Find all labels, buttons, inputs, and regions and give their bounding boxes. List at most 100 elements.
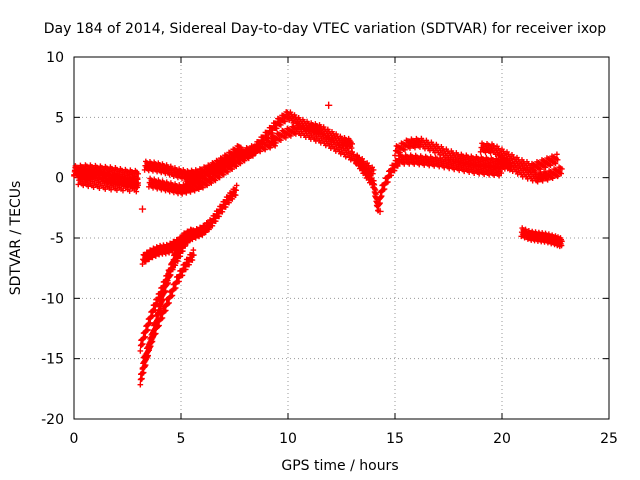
data-point bbox=[216, 174, 223, 181]
data-point bbox=[221, 171, 227, 178]
data-point bbox=[143, 258, 149, 265]
data-point bbox=[152, 331, 158, 338]
data-point bbox=[156, 322, 162, 329]
data-point bbox=[149, 338, 156, 345]
data-point bbox=[216, 213, 222, 220]
data-points bbox=[71, 101, 565, 388]
data-point bbox=[559, 166, 565, 172]
data-point bbox=[177, 253, 184, 260]
data-point bbox=[146, 256, 152, 263]
data-point bbox=[559, 238, 565, 245]
data-point bbox=[155, 301, 161, 308]
series-arc-descend-steep-3 bbox=[139, 247, 197, 372]
data-point bbox=[190, 247, 197, 253]
data-point bbox=[142, 334, 149, 340]
data-point bbox=[397, 149, 403, 156]
data-point bbox=[182, 266, 189, 273]
y-axis-ticks: -20 -15 -10 -5 0 5 10 bbox=[41, 50, 609, 428]
data-point bbox=[212, 170, 219, 176]
data-point bbox=[325, 101, 333, 109]
data-point bbox=[233, 182, 240, 189]
series-arc-morning-lower bbox=[182, 135, 278, 189]
data-point bbox=[155, 323, 161, 330]
data-point bbox=[354, 153, 361, 160]
data-point bbox=[391, 167, 398, 174]
data-point bbox=[392, 152, 398, 159]
data-point bbox=[166, 300, 172, 306]
data-point bbox=[148, 339, 155, 346]
data-point bbox=[542, 164, 549, 171]
data-point bbox=[227, 161, 234, 167]
data-point bbox=[207, 173, 214, 180]
data-point bbox=[376, 207, 384, 216]
data-point bbox=[388, 172, 394, 179]
data-point bbox=[147, 319, 154, 326]
x-tick-label: 20 bbox=[493, 431, 511, 447]
x-tick-label: 10 bbox=[279, 431, 297, 447]
data-point bbox=[268, 143, 274, 149]
data-point bbox=[558, 170, 565, 177]
data-point bbox=[176, 278, 182, 285]
data-point bbox=[406, 161, 413, 167]
data-point bbox=[554, 151, 560, 158]
data-point bbox=[407, 145, 413, 151]
data-point bbox=[197, 178, 204, 184]
data-point bbox=[222, 163, 229, 170]
series-isolated-points bbox=[138, 101, 384, 216]
x-tick-label: 25 bbox=[600, 431, 618, 447]
data-point bbox=[179, 272, 186, 279]
data-point bbox=[209, 223, 216, 229]
data-point bbox=[174, 258, 181, 264]
data-point bbox=[361, 163, 367, 169]
data-point bbox=[378, 193, 385, 199]
data-point bbox=[126, 188, 133, 194]
data-point bbox=[202, 175, 209, 182]
data-point bbox=[165, 277, 171, 284]
data-point bbox=[160, 289, 166, 296]
data-point bbox=[162, 307, 169, 314]
data-point bbox=[273, 125, 280, 132]
data-point bbox=[283, 134, 289, 141]
data-point bbox=[396, 161, 403, 167]
data-point bbox=[200, 184, 206, 191]
data-point bbox=[146, 347, 152, 354]
data-point bbox=[187, 181, 194, 188]
x-tick-label: 0 bbox=[70, 431, 79, 447]
data-point bbox=[71, 171, 77, 178]
data-point bbox=[76, 171, 82, 178]
data-point bbox=[552, 160, 559, 167]
data-point bbox=[247, 152, 253, 158]
data-point bbox=[202, 229, 209, 236]
data-point bbox=[138, 205, 147, 213]
data-point bbox=[140, 369, 147, 376]
data-point bbox=[157, 295, 164, 302]
data-point bbox=[192, 180, 199, 186]
data-point bbox=[544, 177, 551, 183]
data-point bbox=[219, 208, 226, 215]
x-tick-label: 15 bbox=[386, 431, 404, 447]
data-point bbox=[554, 157, 561, 163]
data-point bbox=[217, 167, 224, 173]
data-point bbox=[139, 366, 146, 372]
data-point bbox=[212, 218, 219, 224]
data-point bbox=[135, 180, 141, 186]
data-point bbox=[385, 179, 391, 185]
data-point bbox=[233, 187, 239, 194]
data-point bbox=[175, 243, 181, 249]
data-point bbox=[498, 170, 505, 176]
data-point bbox=[349, 141, 355, 147]
data-point bbox=[145, 327, 151, 333]
data-point bbox=[137, 348, 144, 354]
data-point bbox=[253, 149, 259, 155]
data-point bbox=[288, 133, 294, 139]
data-point bbox=[232, 158, 239, 164]
data-point bbox=[208, 180, 215, 186]
data-point bbox=[257, 144, 263, 150]
data-point bbox=[182, 182, 189, 189]
data-point bbox=[278, 137, 284, 143]
data-point bbox=[212, 177, 219, 184]
data-point bbox=[225, 169, 231, 175]
data-point bbox=[401, 161, 408, 167]
data-point bbox=[554, 173, 561, 180]
data-point bbox=[120, 187, 126, 194]
